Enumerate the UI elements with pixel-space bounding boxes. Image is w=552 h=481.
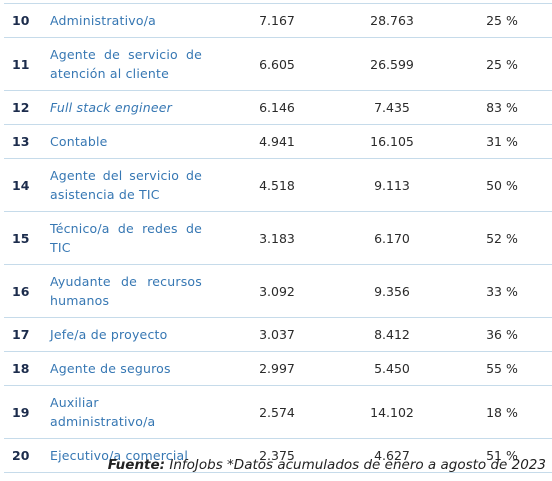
count-b: 28.763 bbox=[352, 3, 432, 38]
job-title: Administrativo/a bbox=[50, 3, 202, 38]
count-a: 2.997 bbox=[202, 351, 352, 386]
table-row: 11 Agente de servicio de atención al clie… bbox=[4, 37, 552, 91]
job-title: Full stack engineer bbox=[50, 90, 202, 125]
table-row: 18 Agente de seguros 2.997 5.450 55 % bbox=[4, 351, 552, 386]
footer: Fuente: InfoJobs *Datos acumulados de en… bbox=[108, 457, 546, 473]
job-title: Contable bbox=[50, 124, 202, 159]
count-b: 8.412 bbox=[352, 317, 432, 352]
table-row: 12 Full stack engineer 6.146 7.435 83 % bbox=[4, 90, 552, 125]
rank: 12 bbox=[4, 90, 50, 125]
percentage: 83 % bbox=[432, 90, 552, 125]
count-b: 26.599 bbox=[352, 37, 432, 91]
percentage: 51 % bbox=[432, 438, 552, 473]
table-row: 10 Administrativo/a 7.167 28.763 25 % bbox=[4, 3, 552, 38]
count-b: 14.102 bbox=[352, 385, 432, 439]
table-row: 13 Contable 4.941 16.105 31 % bbox=[4, 124, 552, 159]
count-a: 2.375 bbox=[202, 438, 352, 473]
ranking-table: 10 Administrativo/a 7.167 28.763 25 % 11 Agent… bbox=[4, 3, 552, 473]
count-a: 6.146 bbox=[202, 90, 352, 125]
percentage: 31 % bbox=[432, 124, 552, 159]
percentage: 18 % bbox=[432, 385, 552, 439]
job-title: Agente de servicio de atención al client… bbox=[50, 37, 202, 91]
footer-text: InfoJobs *Datos acumulados de enero a ag… bbox=[165, 457, 546, 473]
count-b: 9.113 bbox=[352, 158, 432, 212]
count-b: 9.356 bbox=[352, 264, 432, 318]
count-a: 4.518 bbox=[202, 158, 352, 212]
table-row: 14 Agente del servicio de asistencia de T… bbox=[4, 158, 552, 212]
count-a: 7.167 bbox=[202, 3, 352, 38]
count-b: 5.450 bbox=[352, 351, 432, 386]
rank: 19 bbox=[4, 385, 50, 439]
job-title: Jefe/a de proyecto bbox=[50, 317, 202, 352]
job-title: Ejecutivo/a comercial bbox=[50, 438, 202, 473]
count-a: 6.605 bbox=[202, 37, 352, 91]
rank: 16 bbox=[4, 264, 50, 318]
rank: 15 bbox=[4, 211, 50, 265]
percentage: 55 % bbox=[432, 351, 552, 386]
job-title: Auxiliar administrativo/a bbox=[50, 385, 202, 439]
job-title: Agente del servicio de asistencia de TIC bbox=[50, 158, 202, 212]
job-title: Ayudante de recursos humanos bbox=[50, 264, 202, 318]
table-row: 15 Técnico/a de redes de TIC 3.183 6.170 52 … bbox=[4, 211, 552, 265]
rank: 14 bbox=[4, 158, 50, 212]
rank: 18 bbox=[4, 351, 50, 386]
table-row: 17 Jefe/a de proyecto 3.037 8.412 36 % bbox=[4, 317, 552, 352]
rank: 17 bbox=[4, 317, 50, 352]
rank: 11 bbox=[4, 37, 50, 91]
count-a: 3.183 bbox=[202, 211, 352, 265]
table-row: 19 Auxiliar administrativo/a 2.574 14.102 18… bbox=[4, 385, 552, 439]
count-b: 6.170 bbox=[352, 211, 432, 265]
percentage: 25 % bbox=[432, 37, 552, 91]
count-b: 7.435 bbox=[352, 90, 432, 125]
percentage: 25 % bbox=[432, 3, 552, 38]
rank: 10 bbox=[4, 3, 50, 38]
job-title: Técnico/a de redes de TIC bbox=[50, 211, 202, 265]
percentage: 52 % bbox=[432, 211, 552, 265]
count-b: 4.627 bbox=[352, 438, 432, 473]
percentage: 33 % bbox=[432, 264, 552, 318]
count-a: 4.941 bbox=[202, 124, 352, 159]
rank: 13 bbox=[4, 124, 50, 159]
job-title: Agente de seguros bbox=[50, 351, 202, 386]
count-a: 3.092 bbox=[202, 264, 352, 318]
table-row: 20 Ejecutivo/a comercial 2.375 4.627 51 % bbox=[4, 438, 552, 473]
rank: 20 bbox=[4, 438, 50, 473]
count-a: 3.037 bbox=[202, 317, 352, 352]
count-a: 2.574 bbox=[202, 385, 352, 439]
footer-label: Fuente: bbox=[107, 457, 166, 473]
table-row: 16 Ayudante de recursos humanos 3.092 9.356… bbox=[4, 264, 552, 318]
count-b: 16.105 bbox=[352, 124, 432, 159]
percentage: 50 % bbox=[432, 158, 552, 212]
percentage: 36 % bbox=[432, 317, 552, 352]
